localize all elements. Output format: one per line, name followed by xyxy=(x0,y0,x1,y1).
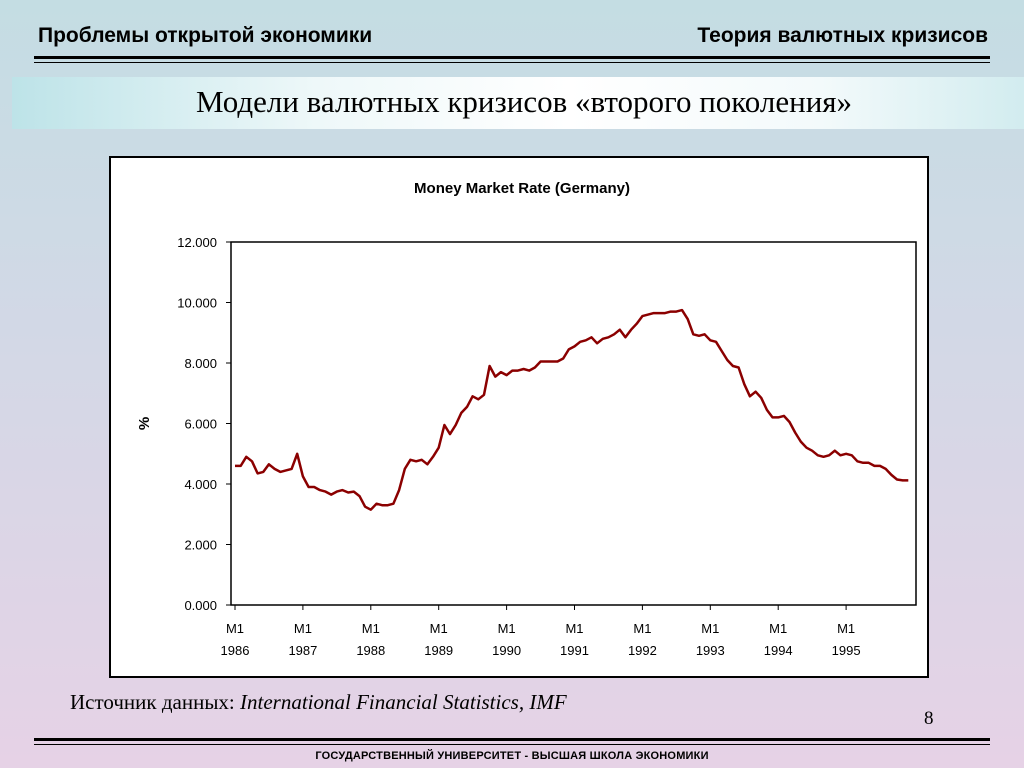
x-tick-label-month: M1 xyxy=(362,621,380,636)
top-rule-thin xyxy=(34,62,990,63)
y-tick-label: 0.000 xyxy=(184,598,217,613)
x-tick-label-month: M1 xyxy=(633,621,651,636)
x-tick-label-month: M1 xyxy=(294,621,312,636)
money-market-rate-chart: Money Market Rate (Germany) % 0.000 2.000… xyxy=(136,180,917,658)
page-number: 8 xyxy=(924,708,934,729)
y-tick-label: 4.000 xyxy=(184,477,217,492)
x-tick-label-year: 1988 xyxy=(356,643,385,658)
x-tick-label-year: 1989 xyxy=(424,643,453,658)
bottom-rule-thick xyxy=(34,738,990,741)
course-title: Проблемы открытой экономики xyxy=(38,24,373,47)
chart-container: Money Market Rate (Germany) % 0.000 2.000… xyxy=(109,156,929,678)
slide-subtitle: Модели валютных кризисов «второго поколе… xyxy=(195,84,853,119)
subtitle-band xyxy=(12,77,1024,129)
y-tick-label: 10.000 xyxy=(177,296,217,311)
x-tick-label-month: M1 xyxy=(565,621,583,636)
top-rule-thick xyxy=(34,56,990,59)
x-tick-label-month: M1 xyxy=(226,621,244,636)
x-tick-label-year: 1991 xyxy=(560,643,589,658)
y-tick-label: 2.000 xyxy=(184,538,217,553)
y-tick-label: 6.000 xyxy=(184,417,217,432)
source-label: Источник данных: xyxy=(70,690,235,714)
x-axis-ticks: M1 1986 M1 1987 M1 1988 M1 1989 M1 1990 M1 1991 M1 19… xyxy=(221,605,861,658)
series-line xyxy=(235,308,909,511)
plot-area-frame xyxy=(230,241,917,606)
y-tick-label: 8.000 xyxy=(184,356,217,371)
x-tick-label-month: M1 xyxy=(430,621,448,636)
x-tick-label-year: 1995 xyxy=(832,643,861,658)
y-axis-label: % xyxy=(136,417,153,430)
x-tick-label-month: M1 xyxy=(498,621,516,636)
x-tick-label-year: 1986 xyxy=(221,643,250,658)
data-source-note: Источник данных: International Financial… xyxy=(70,690,567,715)
y-axis-ticks: 0.000 2.000 4.000 6.000 8.000 10.000 12.000 xyxy=(177,235,231,613)
x-tick-label-year: 1987 xyxy=(288,643,317,658)
bottom-rule-thin xyxy=(34,744,990,745)
x-tick-label-year: 1990 xyxy=(492,643,521,658)
footer-university: ГОСУДАРСТВЕННЫЙ УНИВЕРСИТЕТ - ВЫСШАЯ ШКО… xyxy=(315,750,709,762)
x-tick-label-month: M1 xyxy=(769,621,787,636)
x-tick-label-year: 1993 xyxy=(696,643,725,658)
y-tick-label: 12.000 xyxy=(177,235,217,250)
source-text: International Financial Statistics, IMF xyxy=(240,690,567,714)
x-tick-label-month: M1 xyxy=(837,621,855,636)
chart-title: Money Market Rate (Germany) xyxy=(414,180,630,197)
topic-title: Теория валютных кризисов xyxy=(697,24,988,47)
x-tick-label-month: M1 xyxy=(701,621,719,636)
x-tick-label-year: 1994 xyxy=(764,643,793,658)
x-tick-label-year: 1992 xyxy=(628,643,657,658)
